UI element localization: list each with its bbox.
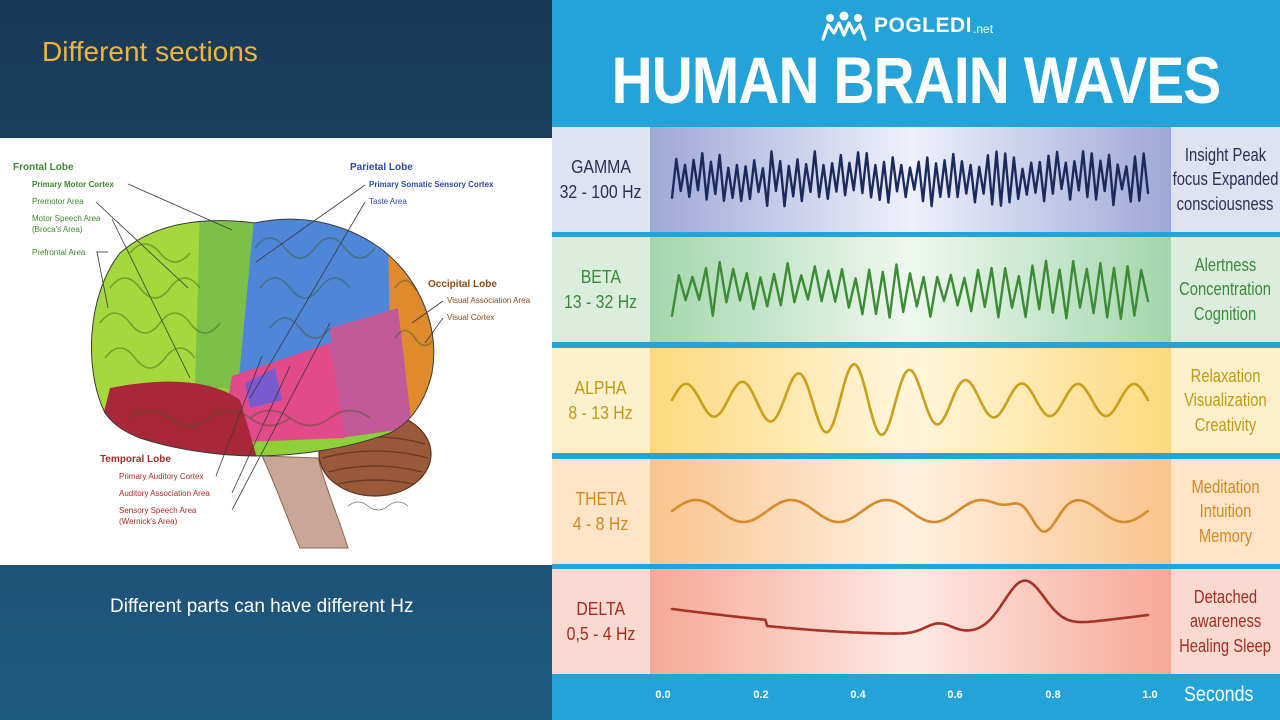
band-theta: THETA 4 - 8 Hz Meditation Intuition Memo… — [552, 459, 1280, 564]
band-name: GAMMA — [571, 156, 631, 177]
visual-association-area-label: Visual Association Area — [447, 296, 531, 305]
motor-speech-area-label: Motor Speech Area — [32, 214, 101, 223]
band-name: ALPHA — [575, 377, 627, 398]
band-label: BETA 13 - 32 Hz — [552, 237, 650, 342]
band-label: THETA 4 - 8 Hz — [552, 459, 650, 564]
wave-trace — [670, 498, 1150, 533]
wave-trace — [670, 363, 1150, 437]
band-frequency-range: 8 - 13 Hz — [568, 402, 634, 423]
band-frequency-range: 32 - 100 Hz — [560, 181, 642, 202]
description-line: Healing Sleep — [1179, 635, 1272, 656]
band-frequency-range: 4 - 8 Hz — [573, 513, 629, 534]
wernickes-area-label: (Wernick's Area) — [119, 517, 178, 526]
visual-cortex-label: Visual Cortex — [447, 313, 495, 322]
description-line: consciousness — [1177, 193, 1274, 214]
wave-trace — [670, 579, 1150, 635]
occipital-lobe-label: Occipital Lobe — [428, 279, 497, 290]
brainstem — [261, 455, 349, 549]
band-beta: BETA 13 - 32 Hz Alertness Concentration … — [552, 237, 1280, 342]
infographic-title: HUMAN BRAIN WAVES — [611, 43, 1222, 117]
wave-trace — [670, 150, 1150, 208]
description-line: Relaxation — [1190, 365, 1261, 386]
band-description: Detached awareness Healing Sleep — [1171, 569, 1280, 674]
delta-waveform — [670, 579, 1150, 635]
slide-caption: Different parts can have different Hz — [110, 596, 414, 617]
alpha-waveform — [670, 363, 1150, 437]
prefrontal-area-label: Prefrontal Area — [32, 248, 86, 257]
description-line: Creativity — [1194, 414, 1257, 435]
brocas-area-label: (Broca's Area) — [32, 225, 83, 234]
description-line: Insight Peak — [1184, 144, 1267, 165]
time-axis: 0.0 0.2 0.4 0.6 0.8 1.0 Seconds — [552, 674, 1280, 720]
description-line: Concentration — [1179, 279, 1272, 300]
wave-panel — [650, 127, 1171, 232]
leader-lines — [95, 183, 444, 511]
description-line: Meditation — [1191, 476, 1260, 497]
time-tick-label: 0.6 — [947, 689, 963, 701]
band-gamma: GAMMA 32 - 100 Hz Insight Peak focus Exp… — [552, 127, 1280, 232]
description-line: Alertness — [1194, 254, 1257, 275]
gamma-waveform — [670, 150, 1150, 208]
time-tick-label: 0.0 — [655, 689, 671, 701]
wave-trace — [670, 259, 1150, 320]
description-line: Detached — [1193, 586, 1258, 607]
time-tick-label: 1.0 — [1142, 689, 1158, 701]
primary-somatic-sensory-cortex-label: Primary Somatic Sensory Cortex — [369, 180, 494, 189]
taste-area-label: Taste Area — [369, 197, 407, 206]
description-line: Memory — [1198, 525, 1253, 546]
band-name: BETA — [580, 266, 622, 287]
band-alpha: ALPHA 8 - 13 Hz Relaxation Visualization… — [552, 348, 1280, 453]
description-line: Cognition — [1194, 303, 1257, 324]
theta-waveform — [670, 498, 1150, 533]
beta-waveform — [670, 259, 1150, 320]
brain-diagram: Frontal Lobe Primary Motor Cortex Premot… — [0, 138, 552, 565]
band-delta: DELTA 0,5 - 4 Hz Detached awareness Heal… — [552, 569, 1280, 674]
time-tick-label: 0.4 — [850, 689, 866, 701]
brand-suffix: .net — [973, 22, 994, 36]
description-line: focus Expanded — [1172, 169, 1279, 190]
band-label: ALPHA 8 - 13 Hz — [552, 348, 650, 453]
band-label: GAMMA 32 - 100 Hz — [552, 127, 650, 232]
wave-panel — [650, 569, 1171, 674]
band-label: DELTA 0,5 - 4 Hz — [552, 569, 650, 674]
brand-logo: POGLEDI .net — [820, 10, 993, 42]
slide-title: Different sections — [42, 36, 258, 67]
band-description: Insight Peak focus Expanded consciousnes… — [1171, 127, 1280, 232]
people-group-icon — [821, 11, 867, 41]
band-description: Alertness Concentration Cognition — [1171, 237, 1280, 342]
sensory-speech-area-label: Sensory Speech Area — [119, 506, 197, 515]
wave-panel — [650, 459, 1171, 564]
primary-auditory-cortex-label: Primary Auditory Cortex — [119, 472, 204, 481]
band-frequency-range: 13 - 32 Hz — [564, 291, 638, 312]
band-description: Relaxation Visualization Creativity — [1171, 348, 1280, 453]
artist-signature — [347, 501, 409, 511]
description-line: Intuition — [1199, 501, 1252, 522]
frontal-lobe-label: Frontal Lobe — [13, 162, 74, 173]
time-tick-label: 0.8 — [1045, 689, 1061, 701]
wave-panel — [650, 237, 1171, 342]
description-line: awareness — [1189, 611, 1262, 632]
band-name: DELTA — [576, 598, 626, 619]
parietal-lobe-label: Parietal Lobe — [350, 162, 413, 173]
time-tick-label: 0.2 — [753, 689, 769, 701]
wave-panel — [650, 348, 1171, 453]
brain-waves-infographic: POGLEDI .net HUMAN BRAIN WAVES GAMMA 32 … — [552, 0, 1280, 720]
temporal-lobe-label: Temporal Lobe — [100, 454, 171, 465]
band-description: Meditation Intuition Memory — [1171, 459, 1280, 564]
premotor-area-label: Premotor Area — [32, 197, 84, 206]
band-frequency-range: 0,5 - 4 Hz — [566, 623, 636, 644]
brand-name: POGLEDI — [874, 14, 973, 37]
band-name: THETA — [575, 488, 627, 509]
brain-illustration — [90, 183, 444, 549]
description-line: Visualization — [1184, 390, 1267, 411]
auditory-association-area-label: Auditory Association Area — [119, 489, 210, 498]
time-axis-label: Seconds — [1184, 683, 1254, 706]
primary-motor-cortex-label: Primary Motor Cortex — [32, 180, 114, 189]
left-panel: Different sections — [0, 0, 552, 720]
